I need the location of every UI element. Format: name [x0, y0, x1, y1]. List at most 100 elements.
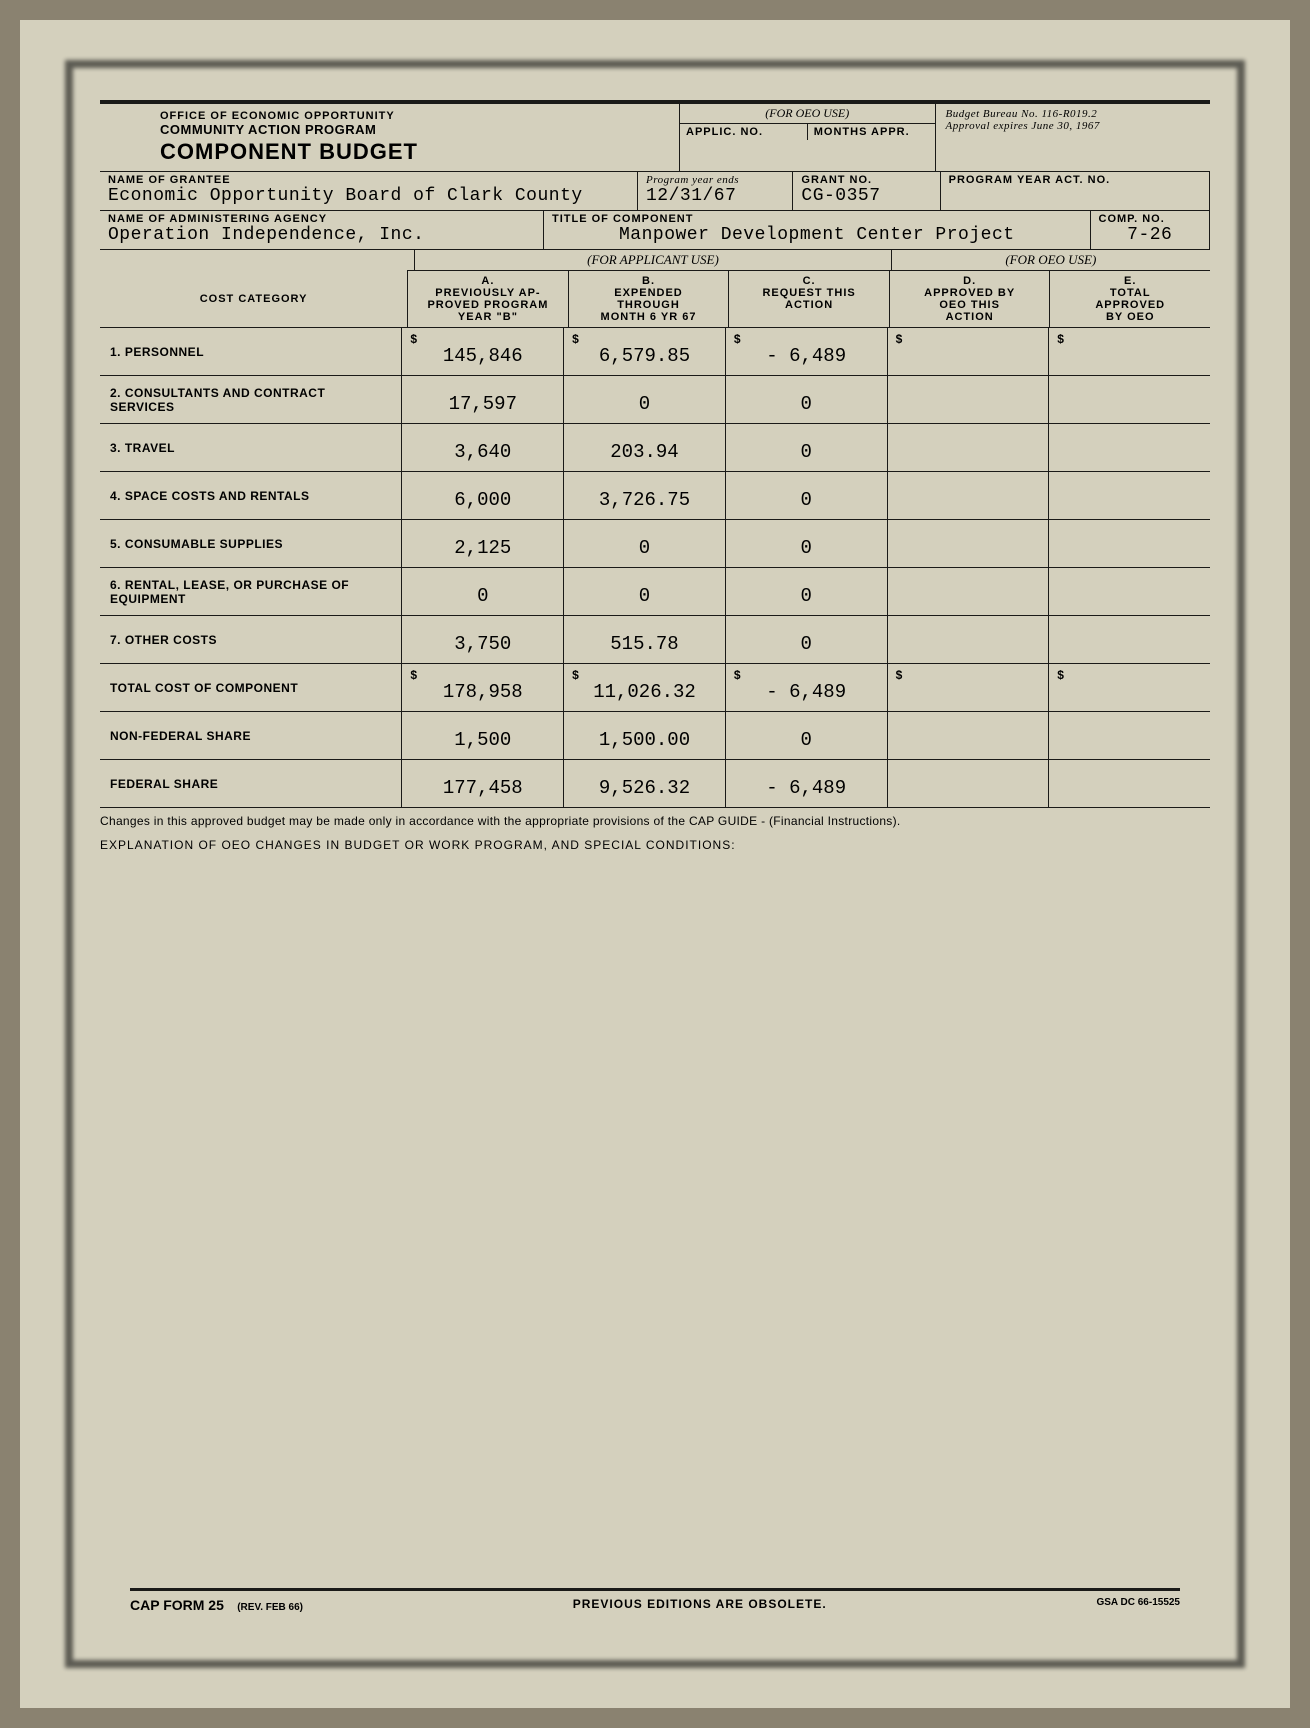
- grant-no-label: GRANT NO.: [801, 174, 931, 186]
- col-e-header: E. TOTAL APPROVED BY OEO: [1050, 270, 1210, 327]
- dollar-sign: $: [410, 332, 417, 346]
- cell-a: $145,846: [402, 328, 564, 375]
- cell-d: [888, 520, 1050, 567]
- cell-value: 0: [639, 393, 650, 415]
- cell-value: 6,000: [454, 489, 511, 511]
- row-category: 7. OTHER COSTS: [100, 616, 402, 663]
- cell-value: 145,846: [443, 345, 523, 367]
- cell-e: [1049, 568, 1210, 615]
- cat-header: COST CATEGORY: [100, 270, 408, 327]
- cell-value: 515.78: [610, 633, 678, 655]
- obsolete-note: PREVIOUS EDITIONS ARE OBSOLETE.: [573, 1597, 827, 1613]
- table-row: TOTAL COST OF COMPONENT$178,958$11,026.3…: [100, 663, 1210, 711]
- cell-d: [888, 760, 1050, 807]
- footer-left: CAP FORM 25 (REV. FEB 66): [130, 1597, 303, 1613]
- prog-year: 12/31/67: [646, 186, 784, 206]
- dollar-sign: $: [1057, 668, 1064, 682]
- cell-b: 0: [564, 568, 726, 615]
- cell-c: 0: [726, 424, 888, 471]
- months-appr-label: MONTHS APPR.: [808, 124, 935, 140]
- cell-a: 17,597: [402, 376, 564, 423]
- cell-value: 0: [477, 585, 488, 607]
- changes-note: Changes in this approved budget may be m…: [100, 814, 1210, 828]
- cell-c: $- 6,489: [726, 664, 888, 711]
- component-title: Manpower Development Center Project: [552, 225, 1082, 245]
- agency-row: NAME OF ADMINISTERING AGENCY Operation I…: [100, 210, 1210, 249]
- component-title-cell: TITLE OF COMPONENT Manpower Development …: [544, 211, 1091, 249]
- row-category: 6. RENTAL, LEASE, OR PURCHASE OF EQUIPME…: [100, 568, 402, 615]
- grant-no: CG-0357: [801, 186, 931, 206]
- cell-c: 0: [726, 472, 888, 519]
- dollar-sign: $: [1057, 332, 1064, 346]
- dollar-sign: $: [572, 332, 579, 346]
- cell-e: [1049, 424, 1210, 471]
- program-label: COMMUNITY ACTION PROGRAM: [160, 122, 669, 137]
- cell-value: 3,726.75: [599, 489, 690, 511]
- form-container: OFFICE OF ECONOMIC OPPORTUNITY COMMUNITY…: [75, 70, 1235, 1658]
- cell-a: 2,125: [402, 520, 564, 567]
- approval-expires: Approval expires June 30, 1967: [946, 120, 1201, 132]
- dollar-sign: $: [896, 668, 903, 682]
- dollar-sign: $: [896, 332, 903, 346]
- cell-c: $- 6,489: [726, 328, 888, 375]
- office-label: OFFICE OF ECONOMIC OPPORTUNITY: [160, 110, 669, 122]
- header-row: OFFICE OF ECONOMIC OPPORTUNITY COMMUNITY…: [100, 100, 1210, 171]
- cell-value: 0: [801, 489, 812, 511]
- agency-cell: NAME OF ADMINISTERING AGENCY Operation I…: [100, 211, 544, 249]
- cell-e: [1049, 760, 1210, 807]
- row-category: 5. CONSUMABLE SUPPLIES: [100, 520, 402, 567]
- cell-value: 0: [801, 633, 812, 655]
- table-row: 5. CONSUMABLE SUPPLIES2,12500: [100, 519, 1210, 567]
- cell-value: 0: [639, 585, 650, 607]
- cell-value: 11,026.32: [593, 681, 696, 703]
- applic-no-label: APPLIC. NO.: [680, 124, 808, 140]
- cell-value: 0: [801, 537, 812, 559]
- cell-d: [888, 376, 1050, 423]
- cell-d: [888, 424, 1050, 471]
- cell-a: $178,958: [402, 664, 564, 711]
- comp-no-cell: COMP. NO. 7-26: [1091, 211, 1210, 249]
- grantee-name: Economic Opportunity Board of Clark Coun…: [108, 186, 629, 206]
- table-row: 2. CONSULTANTS AND CONTRACT SERVICES17,5…: [100, 375, 1210, 423]
- dollar-sign: $: [410, 668, 417, 682]
- gsa-no: GSA DC 66-15525: [1096, 1597, 1180, 1613]
- row-category: 1. PERSONNEL: [100, 328, 402, 375]
- cell-a: 6,000: [402, 472, 564, 519]
- cell-b: 9,526.32: [564, 760, 726, 807]
- row-category: NON-FEDERAL SHARE: [100, 712, 402, 759]
- header-mid: (FOR OEO USE) APPLIC. NO. MONTHS APPR.: [680, 104, 936, 171]
- grant-no-cell: GRANT NO. CG-0357: [793, 172, 940, 210]
- table-row: NON-FEDERAL SHARE1,5001,500.000: [100, 711, 1210, 759]
- cell-d: [888, 472, 1050, 519]
- col-a-header: A. PREVIOUSLY AP- PROVED PROGRAM YEAR "B…: [408, 270, 569, 327]
- cell-value: 0: [801, 441, 812, 463]
- cell-e: [1049, 472, 1210, 519]
- row-category: 4. SPACE COSTS AND RENTALS: [100, 472, 402, 519]
- form-rev: (REV. FEB 66): [237, 1602, 303, 1613]
- table-row: 3. TRAVEL3,640203.940: [100, 423, 1210, 471]
- explanation-label: EXPLANATION OF OEO CHANGES IN BUDGET OR …: [100, 838, 1210, 852]
- cell-value: - 6,489: [766, 345, 846, 367]
- prog-year-label: Program year ends: [646, 174, 784, 186]
- comp-no: 7-26: [1099, 225, 1201, 245]
- cell-value: 3,640: [454, 441, 511, 463]
- form-page: OFFICE OF ECONOMIC OPPORTUNITY COMMUNITY…: [20, 20, 1290, 1708]
- form-no: CAP FORM 25: [130, 1597, 224, 1613]
- prog-act-cell: PROGRAM YEAR ACT. NO.: [941, 172, 1210, 210]
- dollar-sign: $: [572, 668, 579, 682]
- cell-e: [1049, 712, 1210, 759]
- cell-c: 0: [726, 520, 888, 567]
- cell-value: 177,458: [443, 777, 523, 799]
- cell-value: 6,579.85: [599, 345, 690, 367]
- table-row: 7. OTHER COSTS3,750515.780: [100, 615, 1210, 663]
- cell-d: $: [888, 328, 1050, 375]
- cell-b: 3,726.75: [564, 472, 726, 519]
- cell-e: [1049, 376, 1210, 423]
- cell-value: 0: [801, 393, 812, 415]
- cell-value: 0: [801, 585, 812, 607]
- cell-b: $11,026.32: [564, 664, 726, 711]
- cell-c: - 6,489: [726, 760, 888, 807]
- cell-value: 1,500.00: [599, 729, 690, 751]
- form-title: COMPONENT BUDGET: [160, 139, 669, 165]
- cell-b: $6,579.85: [564, 328, 726, 375]
